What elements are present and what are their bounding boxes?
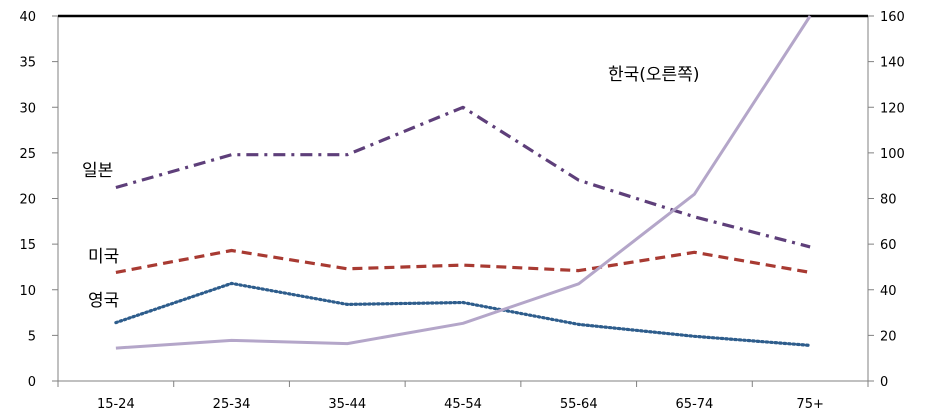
series-line-japan <box>115 105 811 249</box>
right-tick-label: 160 <box>880 10 905 25</box>
left-tick-label: 5 <box>28 329 36 344</box>
x-tick-label: 75+ <box>796 397 823 412</box>
left-tick-label: 20 <box>19 193 36 208</box>
series-lines <box>114 15 812 350</box>
right-tick-label: 20 <box>880 329 897 344</box>
series-label-uk: 영국 <box>88 291 119 311</box>
series-label-japan: 일본 <box>82 161 113 181</box>
right-tick-label: 140 <box>880 56 905 71</box>
right-tick-label: 0 <box>880 375 888 390</box>
x-tick-label: 35-44 <box>328 397 366 412</box>
right-tick-label: 100 <box>880 147 905 162</box>
series-line-usa <box>115 248 811 274</box>
left-tick-label: 15 <box>19 238 36 253</box>
series-line-uk <box>114 281 812 347</box>
x-tick-label: 65-74 <box>676 397 714 412</box>
axes: 0 5 10 15 20 25 30 35 40 0 20 40 60 80 100 120 140 160 15-… <box>19 10 904 412</box>
x-tick-label: 55-64 <box>560 397 598 412</box>
left-tick-label: 35 <box>19 56 36 71</box>
left-tick-label: 25 <box>19 147 36 162</box>
right-tick-label: 120 <box>880 101 905 116</box>
series-label-usa: 미국 <box>88 247 119 267</box>
right-tick-label: 60 <box>880 238 897 253</box>
x-tick-label: 25-34 <box>213 397 251 412</box>
right-tick-label: 80 <box>880 193 897 208</box>
left-tick-label: 0 <box>28 375 36 390</box>
right-tick-label: 40 <box>880 284 897 299</box>
left-tick-label: 40 <box>19 10 36 25</box>
left-tick-label: 10 <box>19 284 36 299</box>
series-line-korea <box>115 15 812 350</box>
left-tick-label: 30 <box>19 101 36 116</box>
x-tick-label: 15-24 <box>97 397 135 412</box>
x-tick-label: 45-54 <box>444 397 482 412</box>
series-label-korea: 한국(오른쪽) <box>608 65 699 85</box>
